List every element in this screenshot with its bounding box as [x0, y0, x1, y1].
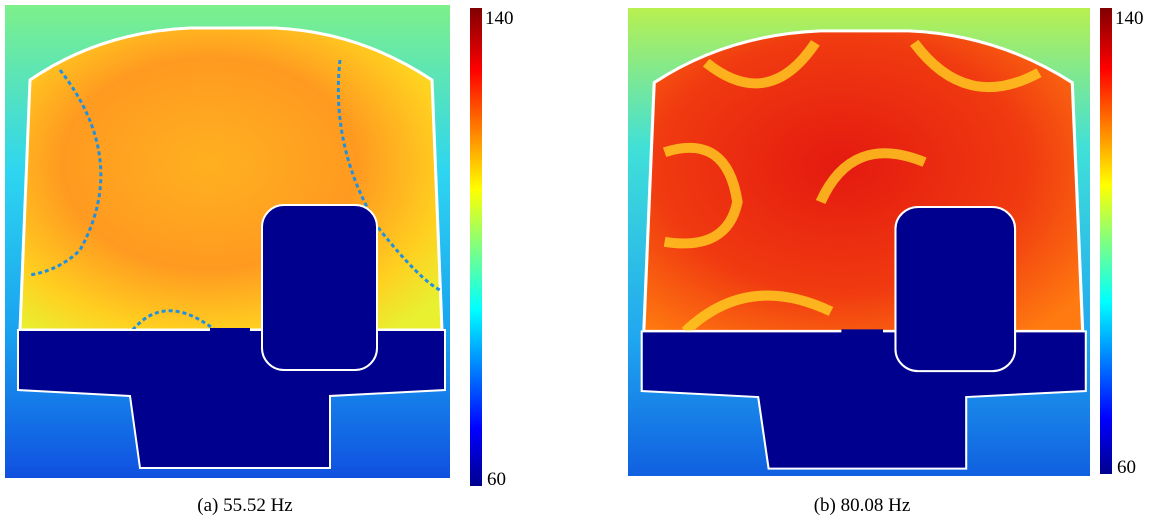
colorbar-min: 60 — [1117, 457, 1136, 478]
colorbar — [1100, 8, 1112, 474]
colorbar-max: 140 — [485, 8, 514, 29]
colorbar-max: 140 — [1115, 8, 1144, 29]
heatmap-b — [628, 8, 1090, 476]
caption: (b) 80.08 Hz — [814, 495, 911, 516]
colorbar — [470, 8, 482, 486]
heatmap-a — [5, 5, 450, 478]
colorbar-min: 60 — [487, 469, 506, 490]
caption: (a) 55.52 Hz — [197, 495, 293, 516]
figure: 140 60 (a) 55.52 Hz 140 60 (b) 80.08 Hz — [0, 0, 1156, 529]
